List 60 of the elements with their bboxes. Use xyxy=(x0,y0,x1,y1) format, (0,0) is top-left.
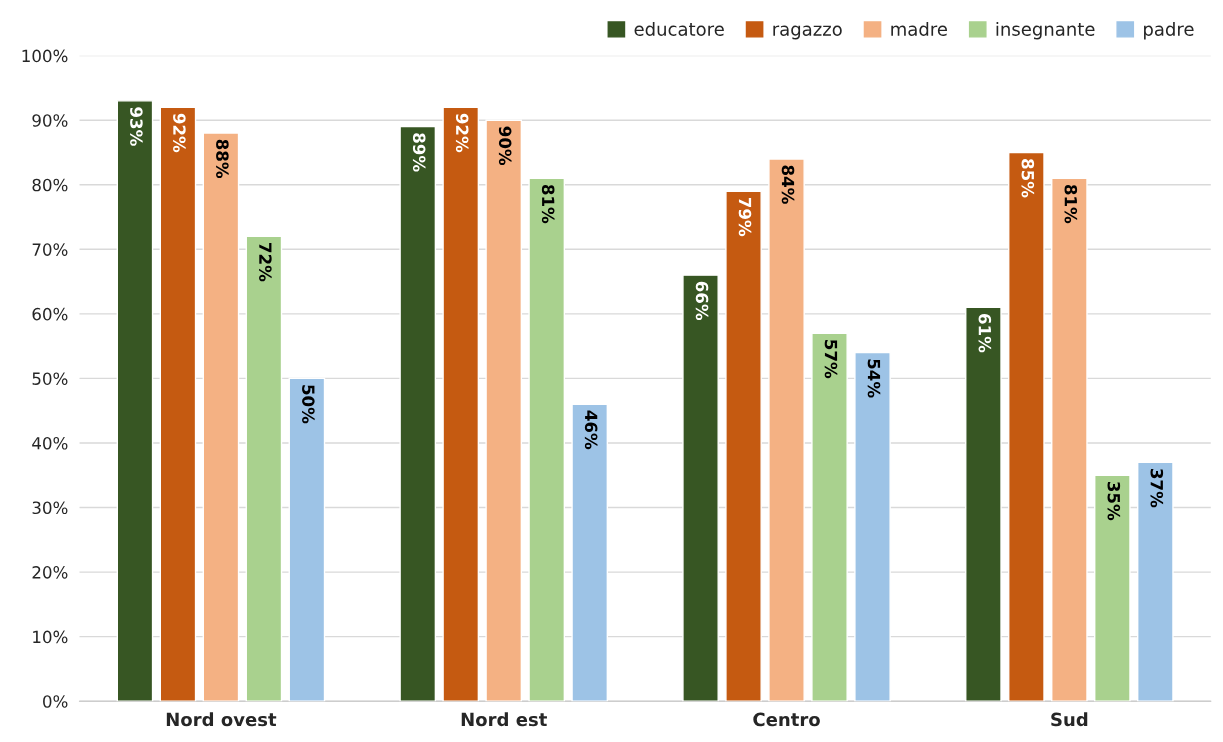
bar xyxy=(288,377,326,702)
data-label: 57% xyxy=(824,340,838,379)
x-tick-label: Nord est xyxy=(461,712,547,727)
legend-label: padre xyxy=(1144,21,1194,40)
legend-label: madre xyxy=(891,21,947,36)
y-tick-label: 50% xyxy=(32,372,68,385)
y-tick-label: 70% xyxy=(32,243,68,256)
y-tick-label: 10% xyxy=(33,630,68,644)
data-label: 61% xyxy=(978,314,992,353)
data-label: 50% xyxy=(302,385,315,424)
y-tick-label: 90% xyxy=(32,114,68,127)
y-tick-label: 30% xyxy=(32,501,68,515)
bar xyxy=(245,235,283,702)
bar xyxy=(811,332,848,702)
bar xyxy=(399,125,437,702)
data-label: 81% xyxy=(1064,184,1078,224)
bar xyxy=(159,106,197,702)
bar xyxy=(1051,177,1088,702)
x-tick-label: Centro xyxy=(753,712,820,727)
y-tick-label: 20% xyxy=(32,566,68,579)
data-label: 92% xyxy=(173,113,186,153)
legend-label: educatore xyxy=(634,21,724,36)
bar xyxy=(1008,151,1045,702)
data-label: 93% xyxy=(130,107,143,146)
legend-label: insegnante xyxy=(996,21,1095,40)
data-label: 85% xyxy=(1021,159,1035,198)
data-label: 37% xyxy=(1150,469,1164,508)
bar xyxy=(116,100,154,702)
bar xyxy=(485,119,523,702)
data-label: 46% xyxy=(584,410,598,450)
data-label: 89% xyxy=(412,133,426,172)
data-label: 79% xyxy=(738,197,752,237)
y-tick-label: 40% xyxy=(32,436,68,450)
data-label: 84% xyxy=(781,165,795,204)
bar xyxy=(1137,461,1174,702)
bar xyxy=(768,158,805,702)
y-tick-label: 100% xyxy=(22,49,68,63)
data-label: 88% xyxy=(216,139,229,179)
y-tick-label: 80% xyxy=(32,178,68,192)
bar xyxy=(965,306,1002,702)
bar xyxy=(442,106,480,702)
bar xyxy=(725,190,762,702)
data-label: 81% xyxy=(541,184,555,224)
data-label: 72% xyxy=(259,243,272,282)
y-tick-label: 60% xyxy=(32,307,68,321)
data-label: 66% xyxy=(695,281,709,321)
bar xyxy=(1094,474,1131,702)
bar xyxy=(202,132,240,702)
x-tick-label: Nord ovest xyxy=(166,712,277,727)
data-label: 90% xyxy=(498,126,512,166)
bar xyxy=(528,177,566,702)
bar xyxy=(571,403,609,702)
bar xyxy=(682,274,719,702)
data-label: 54% xyxy=(867,359,881,398)
data-label: 35% xyxy=(1107,481,1121,521)
legend-label: ragazzo xyxy=(773,25,842,40)
x-tick-label: Sud xyxy=(1051,712,1088,727)
y-tick-label: 0% xyxy=(43,695,68,708)
data-label: 92% xyxy=(455,113,469,153)
bar xyxy=(854,351,891,702)
